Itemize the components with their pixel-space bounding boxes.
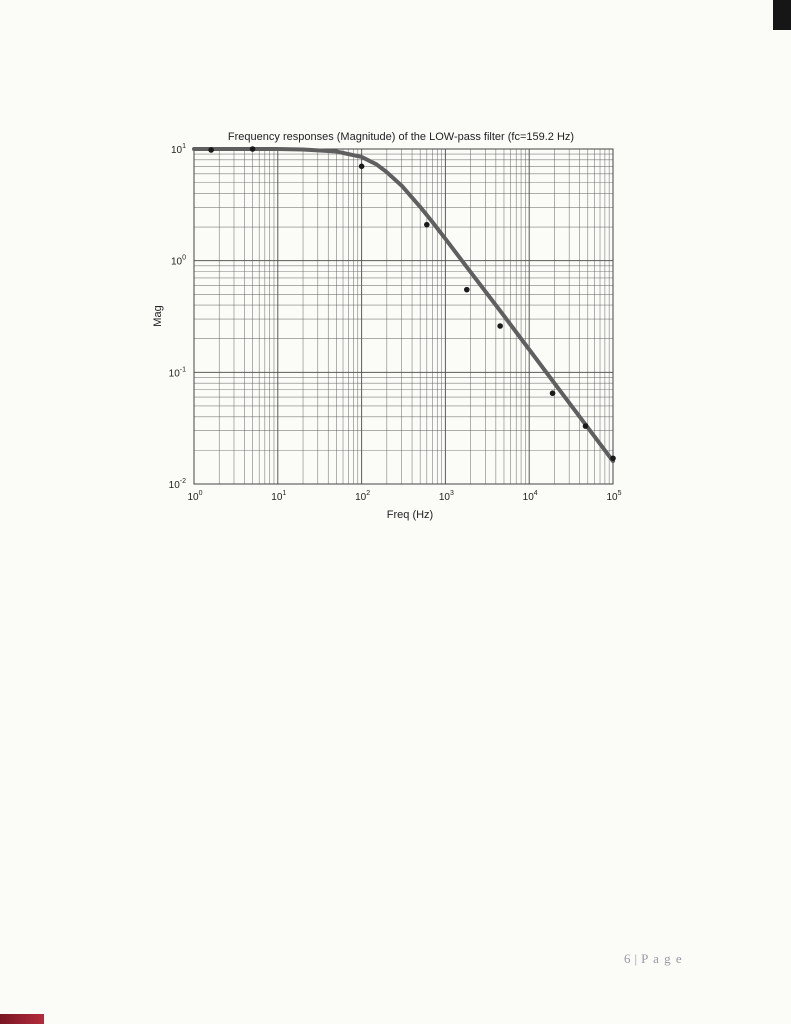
y-tick-label: 10-2: [169, 478, 186, 491]
y-tick-label: 10-1: [169, 366, 186, 379]
measured-point: [208, 147, 214, 153]
measured-point: [424, 221, 430, 228]
scan-edge-mark-top: [773, 0, 791, 30]
grid: [193, 149, 613, 485]
series: [192, 146, 616, 464]
x-tick-label: 102: [355, 490, 370, 503]
measured-point: [582, 423, 589, 429]
x-axis-label: Freq (Hz): [387, 509, 433, 521]
plot-frame: [193, 148, 614, 485]
measured-point: [497, 323, 503, 329]
response-curve: [192, 147, 615, 464]
y-axis-label: Mag: [152, 305, 164, 326]
x-tick-label: 103: [439, 490, 454, 503]
x-tick-label: 100: [187, 490, 202, 503]
page-number: 6: [624, 951, 632, 966]
measured-point: [249, 146, 256, 152]
measured-point: [610, 455, 616, 462]
y-tick-label: 100: [171, 255, 186, 268]
page-footer: 6 | P a g e: [624, 951, 683, 967]
x-tick-label: 101: [271, 490, 286, 503]
tick-labels: 100 101 102 103 104 105 101 100 10-1 10-2: [169, 143, 622, 503]
x-tick-label: 105: [606, 490, 621, 503]
scan-edge-mark-bottom: [0, 1014, 44, 1024]
measured-point: [463, 286, 470, 293]
measured-point: [358, 163, 365, 170]
page-separator: |: [634, 951, 639, 966]
chart-title: Frequency responses (Magnitude) of the L…: [228, 131, 574, 143]
measured-point: [549, 390, 556, 397]
y-tick-label: 101: [171, 143, 186, 156]
page-label: P a g e: [641, 951, 683, 966]
x-tick-label: 104: [523, 490, 538, 503]
